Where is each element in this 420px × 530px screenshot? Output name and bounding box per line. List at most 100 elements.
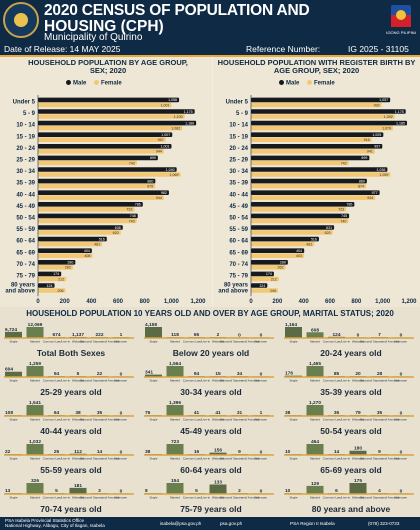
age-label: 10 - 14 <box>16 123 35 129</box>
bar-single <box>145 327 162 338</box>
bar-value-label: 674 <box>52 332 60 338</box>
bar-widowed <box>209 452 227 455</box>
x-tick-label: 0 <box>36 299 40 305</box>
bar-female <box>38 102 172 108</box>
bar-value-label: 1 <box>120 332 123 338</box>
bar-value-label: 133 <box>214 480 222 486</box>
value-label-male: 1,185 <box>396 121 405 125</box>
bar-value-label: 35 <box>377 410 383 416</box>
bar-value-label: 94 <box>194 371 200 377</box>
marital-chart-cell: 10 Single 129 Married 6 Common Law/Live-in 175… <box>284 477 418 516</box>
value-label-male: 745 <box>341 214 347 218</box>
value-label-female: 206 <box>270 289 276 293</box>
age-label: 35 - 39 <box>229 181 248 187</box>
value-label-female: 1,069 <box>170 173 179 177</box>
bar-female <box>251 149 375 154</box>
value-label-male: 636 <box>115 226 121 230</box>
category-label: Divorced/ Separated/ Annulled <box>80 340 119 344</box>
value-label-male: 785 <box>346 203 352 207</box>
category-label: Single <box>149 496 157 500</box>
bar-single <box>5 331 22 338</box>
value-label-female: 262 <box>65 266 71 270</box>
bar-female <box>251 137 372 142</box>
age-label: 75 - 79 <box>229 274 248 280</box>
category-label: Divorced/ Separated/ Annulled <box>220 457 259 461</box>
bar-value-label: 6,724 <box>5 327 17 333</box>
bar-male <box>38 260 76 265</box>
marital-group-title: 70-74 years old <box>40 504 102 514</box>
category-label: Widowed <box>212 496 224 500</box>
value-label-female: 1,059 <box>379 173 388 177</box>
bar-male <box>38 202 143 207</box>
bar-value-label: 2 <box>217 332 220 338</box>
value-label-male: 982 <box>161 191 167 195</box>
bar-value-label: 5 <box>55 488 58 494</box>
age-label: 20 - 24 <box>229 146 248 152</box>
category-label: Widowed <box>352 340 364 344</box>
marital-bar-chart: 176 Single 1,465 Married 85 Common Law/Live-i… <box>284 361 414 383</box>
bar-value-label: 175 <box>354 478 362 484</box>
footer-email[interactable]: isabela@psa.gov.ph <box>160 521 202 526</box>
category-label: Widowed <box>72 457 84 461</box>
x-tick-label: 1,000 <box>164 299 180 305</box>
philippine-seal-logo: BAGONG PILIPINAS <box>386 5 416 35</box>
category-label: Unknown <box>115 457 127 461</box>
bar-value-label: 41 <box>194 410 200 416</box>
category-label: Common Law/Live-in <box>323 418 351 422</box>
category-label: Unknown <box>115 340 127 344</box>
bar-value-label: 0 <box>260 488 263 494</box>
category-label: Unknown <box>255 340 267 344</box>
category-label: Single <box>289 418 297 422</box>
marital-bar-chart: 6,724 Single 12,069 Married 674 Common Law/Li… <box>4 322 134 344</box>
bar-male <box>38 271 62 277</box>
bar-value-label: 2 <box>238 488 241 494</box>
marital-chart-cell: 22 Single 1,032 Married 25 Common Law/Live-in… <box>4 438 138 477</box>
bar-value-label: 1,270 <box>309 400 321 406</box>
age-label: 20 - 24 <box>16 146 35 152</box>
category-label: Single <box>289 379 297 383</box>
category-label: Common Law/Live-in <box>43 379 71 383</box>
bar-value-label: 1 <box>260 410 263 416</box>
bar-female <box>251 288 279 293</box>
bar-married <box>166 444 184 455</box>
category-label: Unknown <box>395 496 407 500</box>
bar-widowed <box>349 450 367 455</box>
age-label: 60 - 64 <box>16 239 35 245</box>
age-label: Under 5 <box>13 100 36 106</box>
category-label: Divorced/ Separated/ Annulled <box>220 496 259 500</box>
marital-group-title: 25-29 years old <box>40 387 102 397</box>
bar-married <box>26 405 44 416</box>
bar-male <box>38 144 172 149</box>
x-tick-label: 1,200 <box>190 299 206 305</box>
value-label-male: 1,058 <box>168 98 177 102</box>
marital-chart-cell: 176 Single 1,465 Married 85 Common Law/Live-i… <box>284 360 418 399</box>
bar-value-label: 20 <box>355 371 361 377</box>
marital-chart-cell: 1,164 Single 608 Married 124 Common Law/Live-… <box>284 321 418 360</box>
value-label-male: 1,175 <box>395 110 404 114</box>
bar-female <box>251 102 382 108</box>
bar-male <box>38 236 107 242</box>
legend-female-label: Female <box>101 80 122 87</box>
bar-male <box>251 109 406 114</box>
bar-value-label: 0 <box>120 488 123 494</box>
bar-value-label: 8 <box>145 488 148 494</box>
age-label: 80 years and above <box>218 283 248 295</box>
bar-male <box>38 120 197 126</box>
category-label: Married <box>30 379 40 383</box>
bar-value-label: 1,164 <box>285 322 297 328</box>
bar-value-label: 0 <box>238 332 241 338</box>
value-label-male: 1,005 <box>372 133 381 137</box>
bar-married <box>26 444 44 455</box>
footer-facebook[interactable]: PSA Region II Isabela <box>290 521 335 526</box>
category-label: Married <box>30 457 40 461</box>
age-label: 30 - 34 <box>16 169 35 175</box>
bar-value-label: 12,069 <box>28 322 43 328</box>
value-label-male: 516 <box>99 237 105 241</box>
marital-chart-cell: 341 Single 1,564 Married 94 Common Law/Live-i… <box>144 360 278 399</box>
footer-website[interactable]: psa.gov.ph <box>220 521 243 526</box>
bar-value-label: 1,259 <box>29 361 41 367</box>
marital-bar-chart: 13 Single 326 Married 5 Common Law/Live-in 181… <box>4 478 134 500</box>
bar-value-label: 0 <box>120 449 123 455</box>
marital-chart-cell: 4,158 Single 118 Married 65 Common Law/Live-i… <box>144 321 278 360</box>
category-label: Married <box>30 418 40 422</box>
